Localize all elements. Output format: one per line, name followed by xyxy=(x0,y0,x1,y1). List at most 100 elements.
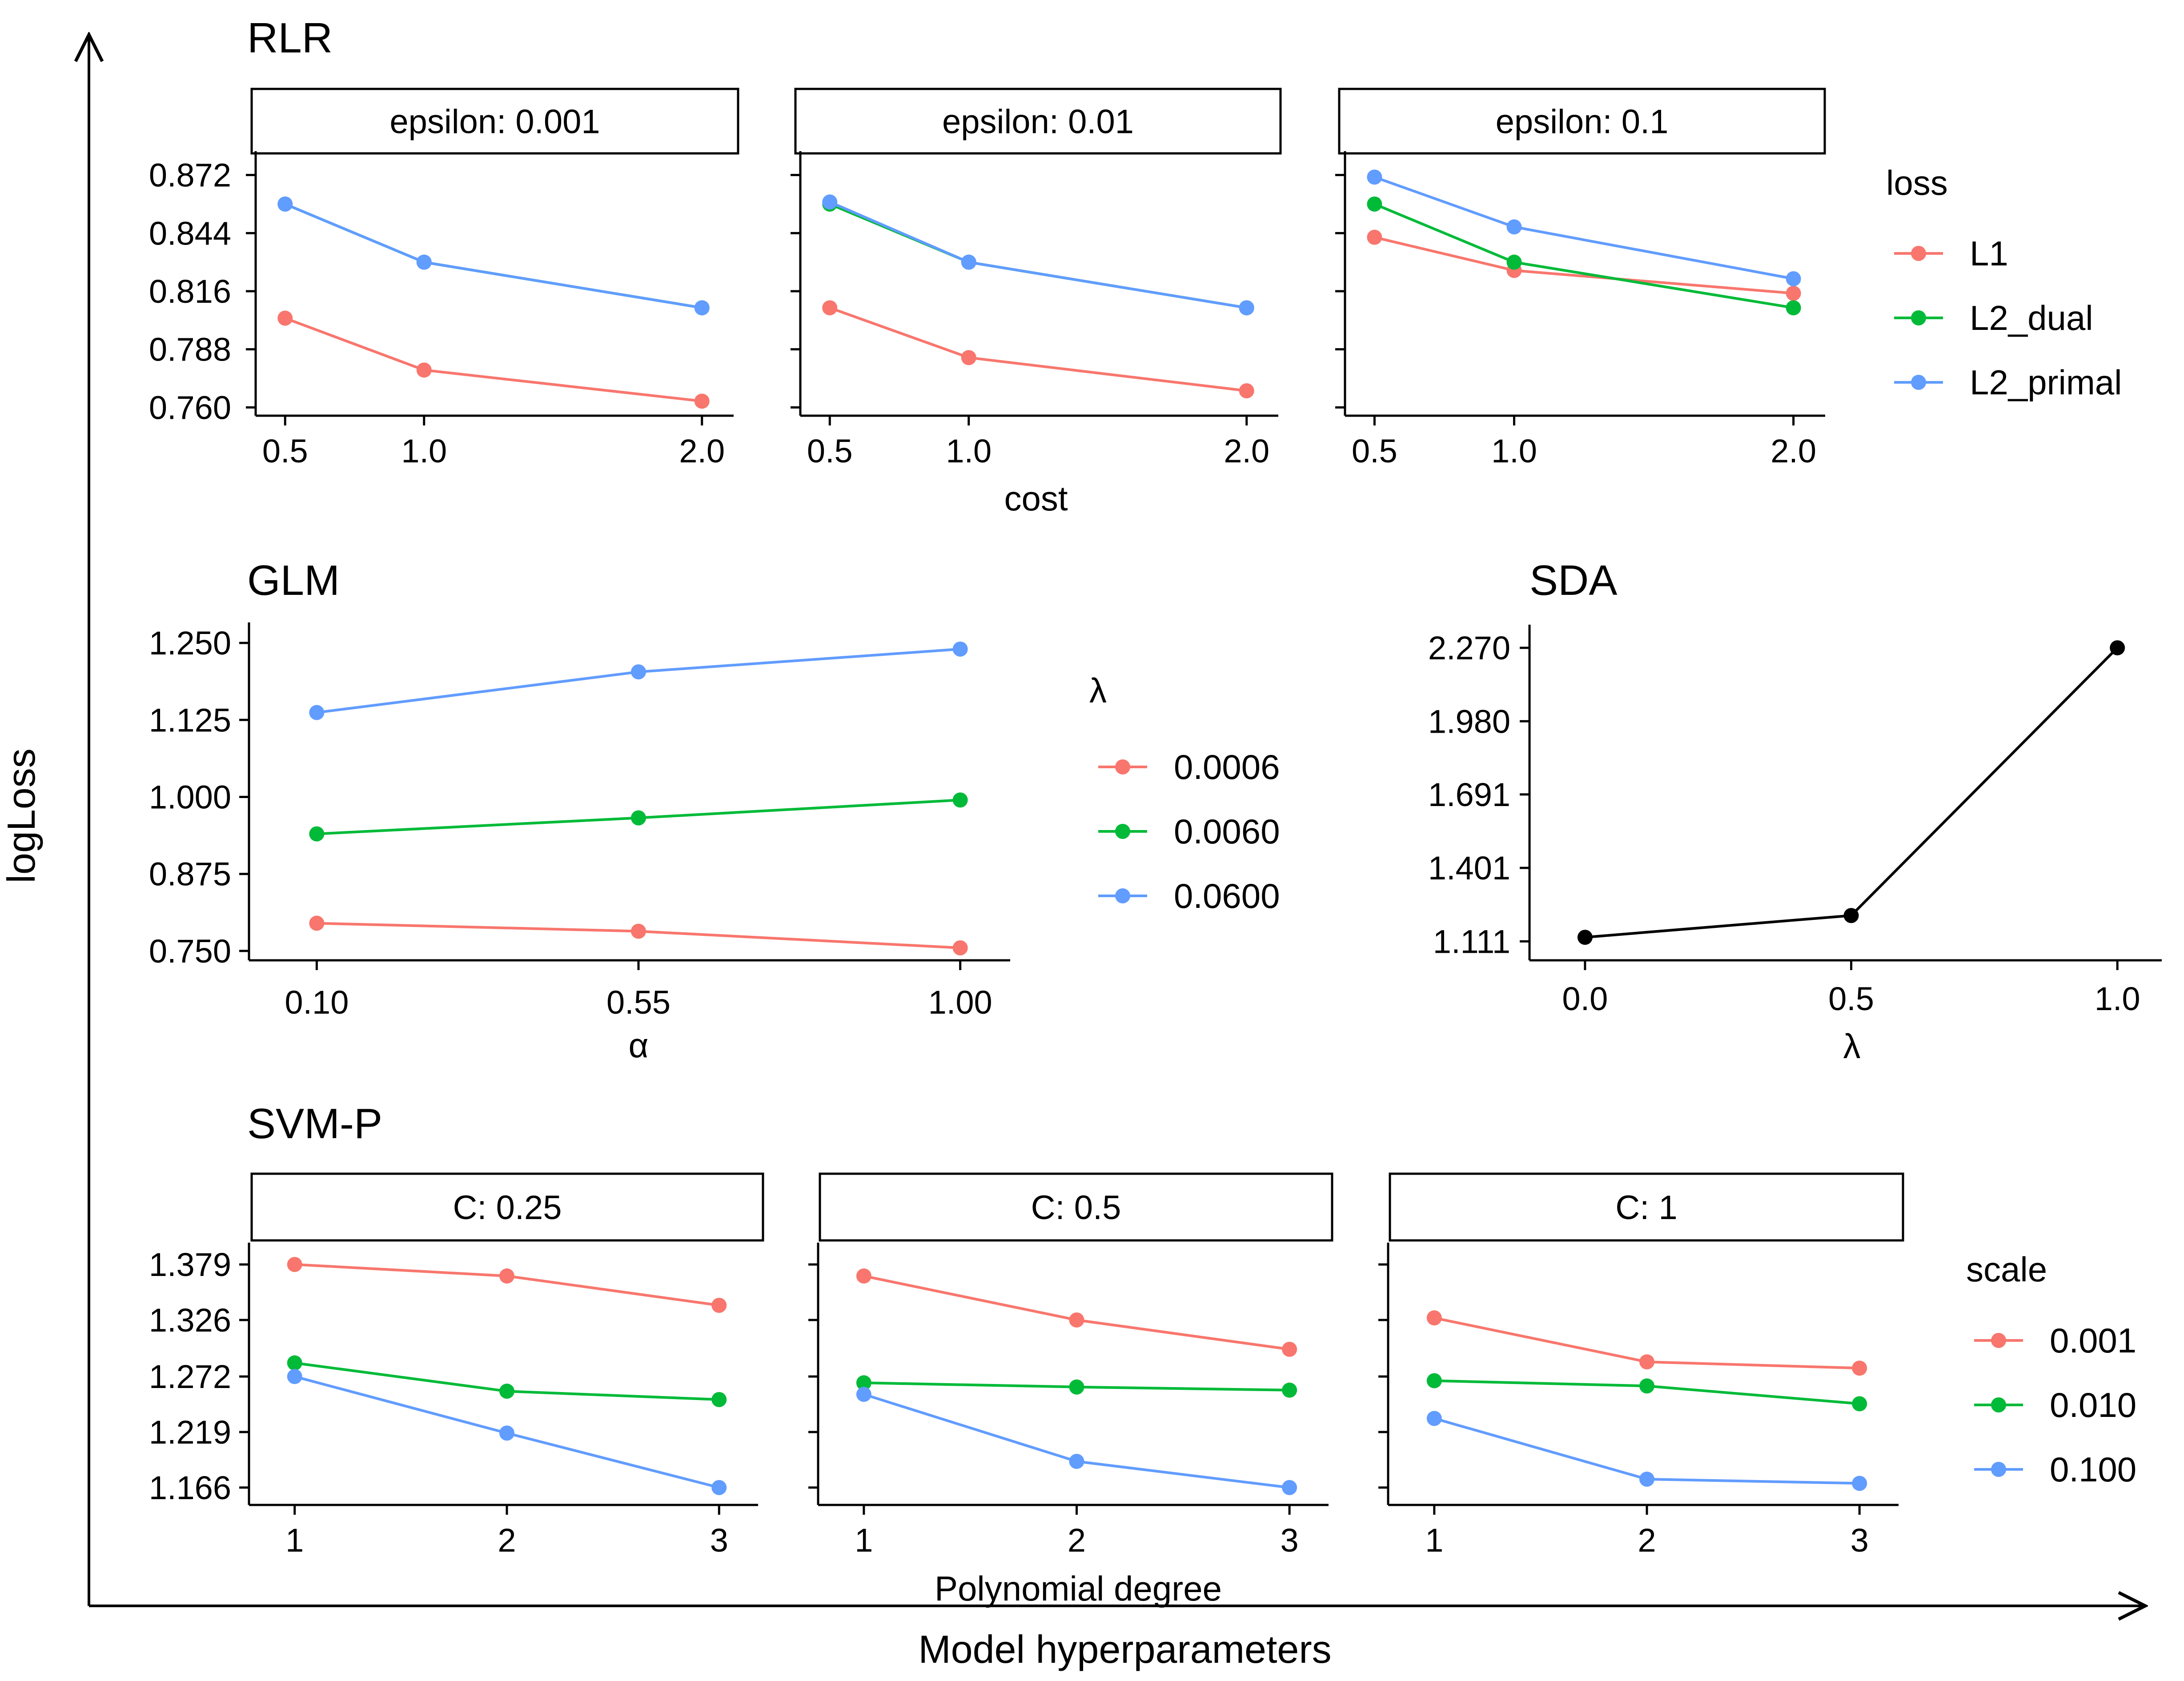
rlr-series-line-0-0 xyxy=(284,317,703,403)
glm-series-line-0-2 xyxy=(315,647,962,714)
glm-point-0-0-0 xyxy=(309,915,325,931)
rlr-strip-label-1: epsilon: 0.01 xyxy=(942,103,1134,141)
svmp-y-tick-label-3: 1.326 xyxy=(149,1302,231,1339)
rlr-series-line-1-2 xyxy=(828,201,1248,309)
svmp-x-tick-label-2-0: 1 xyxy=(1425,1522,1443,1559)
rlr-legend-label-1: L2_dual xyxy=(1970,298,2093,337)
rlr-x-tick-label-2-0: 0.5 xyxy=(1352,433,1397,469)
glm-legend-label-2: 0.0600 xyxy=(1174,876,1280,915)
svmp-strip-2 xyxy=(1389,1172,1904,1242)
sda-y-tick-label-4: 2.270 xyxy=(1428,630,1510,666)
rlr-point-0-0-0 xyxy=(277,310,293,326)
rlr-legend-key-point-0 xyxy=(1911,246,1926,261)
rlr-strip-2 xyxy=(1338,88,1826,155)
rlr-y-tick-label-3: 0.844 xyxy=(149,215,231,252)
glm-legend-key-point-2 xyxy=(1115,888,1130,903)
svmp-point-0-1-2 xyxy=(711,1392,727,1407)
outer-y-label: logLoss xyxy=(0,748,43,883)
svmp-point-1-1-1 xyxy=(1069,1379,1084,1395)
svmp-point-1-0-1 xyxy=(1069,1312,1084,1328)
svmp-series-line-1-2 xyxy=(862,1393,1291,1489)
svmp-legend-key-point-1 xyxy=(1991,1397,2006,1412)
sda-panel-0: 0.0 0.5 1.0 1.111 1.401 1.691 1.980 2.270 xyxy=(1428,625,2162,1017)
svmp-point-1-0-0 xyxy=(856,1268,871,1284)
rlr-x-tick-label-2-1: 1.0 xyxy=(1491,433,1537,469)
rlr-strip-label-2: epsilon: 0.1 xyxy=(1496,103,1669,141)
rlr-strip-label-0: epsilon: 0.001 xyxy=(389,103,600,141)
rlr-point-2-1-2 xyxy=(1786,300,1801,316)
glm-point-0-1-2 xyxy=(952,792,968,808)
rlr-point-0-0-1 xyxy=(416,362,432,378)
rlr-panel-2: epsilon: 0.1 0.5 1.0 2.0 xyxy=(1335,88,1826,469)
rlr-legend-label-0: L1 xyxy=(1970,234,2008,273)
rlr-panel-1: epsilon: 0.01 0.5 1.0 2.0 xyxy=(791,88,1282,469)
svmp-legend-title: scale xyxy=(1966,1250,2047,1289)
rlr-point-1-2-1 xyxy=(961,254,976,270)
svmp-legend-label-0: 0.001 xyxy=(2050,1321,2136,1360)
sda-y-tick-label-1: 1.401 xyxy=(1428,850,1510,887)
glm-y-tick-label-4: 1.250 xyxy=(149,625,231,662)
svmp-legend-label-1: 0.010 xyxy=(2050,1385,2136,1424)
svmp-legend-key-point-2 xyxy=(1991,1462,2006,1477)
glm-chart: GLM α 0.10 0.55 1.00 0.750 0.875 1.000 1.125 1.… xyxy=(149,557,1280,1065)
svmp-point-2-1-2 xyxy=(1852,1396,1867,1412)
svmp-strip-label-2: C: 1 xyxy=(1615,1189,1677,1227)
svmp-y-tick-label-4: 1.379 xyxy=(149,1246,231,1283)
svmp-panel-2: C: 1 1 2 3 xyxy=(1378,1172,1904,1559)
svmp-point-1-2-2 xyxy=(1282,1480,1297,1495)
sda-point-0-0-0 xyxy=(1577,930,1593,945)
svmp-point-2-1-1 xyxy=(1639,1378,1654,1394)
glm-point-0-0-2 xyxy=(952,940,968,955)
glm-x-tick-label-0-2: 1.00 xyxy=(928,984,992,1021)
svmp-point-2-1-0 xyxy=(1426,1373,1442,1388)
svmp-point-1-1-0 xyxy=(856,1375,871,1391)
svmp-strip-0 xyxy=(250,1172,764,1242)
rlr-series-line-1-0 xyxy=(828,306,1248,392)
sda-x-tick-label-0-0: 0.0 xyxy=(1562,980,1608,1017)
rlr-point-2-1-1 xyxy=(1506,254,1522,270)
glm-y-tick-label-1: 0.875 xyxy=(149,856,231,893)
rlr-point-1-0-0 xyxy=(822,300,838,316)
rlr-point-1-2-2 xyxy=(1239,300,1254,316)
svmp-point-0-1-0 xyxy=(287,1355,302,1371)
glm-legend-label-0: 0.0006 xyxy=(1174,747,1280,786)
svmp-point-0-0-2 xyxy=(711,1298,727,1313)
svmp-point-1-1-2 xyxy=(1282,1382,1297,1398)
sda-series-line-0-0 xyxy=(1583,646,2119,939)
rlr-point-2-0-0 xyxy=(1367,229,1382,245)
svmp-strip-label-1: C: 0.5 xyxy=(1031,1189,1121,1227)
rlr-series-line-2-2 xyxy=(1373,176,1795,280)
svmp-point-0-2-0 xyxy=(287,1369,302,1384)
sda-y-tick-label-3: 1.980 xyxy=(1428,703,1510,740)
glm-legend: λ 0.0006 0.0060 0.0600 xyxy=(1089,671,1280,915)
svmp-point-2-0-0 xyxy=(1426,1310,1442,1326)
sda-y-tick-label-0: 1.111 xyxy=(1433,923,1510,960)
rlr-x-tick-label-1-2: 2.0 xyxy=(1224,433,1269,469)
glm-legend-label-1: 0.0060 xyxy=(1174,812,1280,851)
glm-point-0-2-2 xyxy=(952,641,968,657)
svmp-panel-1: C: 0.5 1 2 3 xyxy=(808,1172,1333,1559)
svmp-panel-0: C: 0.25 1 2 3 1.166 1.219 1.272 1.326 1.379 xyxy=(149,1172,764,1559)
svmp-y-tick-label-1: 1.219 xyxy=(149,1414,231,1451)
rlr-point-1-0-2 xyxy=(1239,383,1254,398)
svmp-point-0-0-1 xyxy=(499,1268,514,1284)
rlr-strip-0 xyxy=(250,88,739,155)
glm-point-0-0-1 xyxy=(631,923,646,939)
glm-panel-0: 0.10 0.55 1.00 0.750 0.875 1.000 1.125 1.250 xyxy=(149,622,1010,1021)
svmp-point-2-2-0 xyxy=(1426,1411,1442,1426)
rlr-y-tick-label-1: 0.788 xyxy=(149,331,231,368)
svmp-y-tick-label-0: 1.166 xyxy=(149,1469,231,1506)
svmp-point-2-0-1 xyxy=(1639,1354,1654,1370)
sda-y-tick-label-2: 1.691 xyxy=(1428,776,1510,813)
svmp-point-2-2-2 xyxy=(1852,1476,1867,1491)
rlr-title: RLR xyxy=(247,14,333,62)
svmp-title: SVM-P xyxy=(247,1100,382,1147)
glm-point-0-1-0 xyxy=(309,826,325,842)
glm-point-0-2-1 xyxy=(631,664,646,680)
glm-legend-title: λ xyxy=(1089,671,1107,710)
glm-x-tick-label-0-1: 0.55 xyxy=(606,984,670,1021)
svmp-x-tick-label-0-0: 1 xyxy=(285,1522,304,1559)
glm-title: GLM xyxy=(247,557,340,604)
